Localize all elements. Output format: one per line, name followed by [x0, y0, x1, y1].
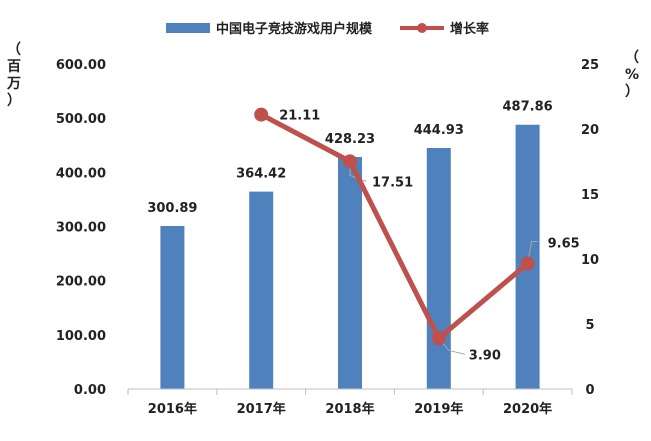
bar-data-labels: 300.89 364.42 428.23 444.93 487.86: [147, 100, 552, 216]
leader-line: [527, 241, 538, 264]
line-marker: [520, 256, 535, 271]
left-tick-label: 300.00: [56, 221, 106, 236]
bar-value-label: 300.89: [147, 201, 197, 216]
bar-value-label: 487.86: [503, 100, 553, 115]
right-axis-unit-label: （%）: [625, 50, 639, 100]
x-tick-label: 2020年: [503, 401, 552, 417]
x-tick-label: 2019年: [414, 401, 463, 417]
right-axis-unit: （%）: [625, 50, 639, 100]
legend: 中国电子竞技游戏用户规模 增长率: [166, 21, 489, 37]
line-path: [260, 112, 530, 341]
left-axis-ticks: 0.00 100.00 200.00 300.00 400.00 500.00 600.00: [56, 58, 106, 398]
right-tick-label: 15: [581, 188, 599, 203]
legend-swatch-bar: [166, 23, 210, 33]
right-tick-label: 10: [581, 253, 599, 268]
right-tick-label: 5: [585, 318, 594, 333]
bar: [338, 157, 362, 389]
line-value-label: 3.90: [469, 348, 501, 363]
left-tick-label: 400.00: [56, 166, 106, 181]
line-value-label: 17.51: [372, 175, 413, 190]
left-tick-label: 600.00: [56, 58, 106, 73]
bar-value-label: 444.93: [414, 123, 464, 138]
bar-value-label: 364.42: [236, 167, 286, 182]
line-marker: [254, 107, 269, 122]
right-tick-label: 20: [581, 123, 599, 138]
legend-label-line: 增长率: [450, 21, 489, 37]
x-tick-label: 2018年: [325, 401, 374, 417]
left-tick-label: 500.00: [56, 112, 106, 127]
right-axis-ticks: 0 5 10 15 20 25: [581, 58, 599, 398]
x-tick-label: 2017年: [237, 401, 286, 417]
right-tick-label: 25: [581, 58, 599, 73]
left-tick-label: 0.00: [74, 383, 106, 398]
x-tick-label: 2016年: [148, 401, 197, 417]
left-axis-unit-label: （百万）: [6, 42, 21, 109]
line-marker: [343, 154, 357, 169]
left-tick-label: 100.00: [56, 329, 106, 344]
bar: [426, 147, 451, 389]
line-value-label: 9.65: [548, 237, 580, 252]
legend-swatch-marker: [417, 23, 427, 33]
left-axis-unit: （百万）: [6, 42, 21, 109]
bar-value-label: 428.23: [325, 132, 375, 147]
line-marker: [431, 331, 446, 346]
bar: [160, 226, 185, 389]
bar-series: [160, 124, 540, 390]
right-tick-label: 0: [585, 383, 594, 398]
line-series: [254, 107, 535, 346]
x-axis-ticks: 2016年 2017年 2018年 2019年 2020年: [127, 389, 573, 417]
legend-label-bar: 中国电子竞技游戏用户规模: [216, 21, 373, 37]
line-data-labels: 21.11 17.51 3.90 9.65: [279, 109, 579, 364]
left-tick-label: 200.00: [56, 275, 106, 290]
line-value-label: 21.11: [279, 109, 320, 124]
bar: [249, 191, 274, 389]
